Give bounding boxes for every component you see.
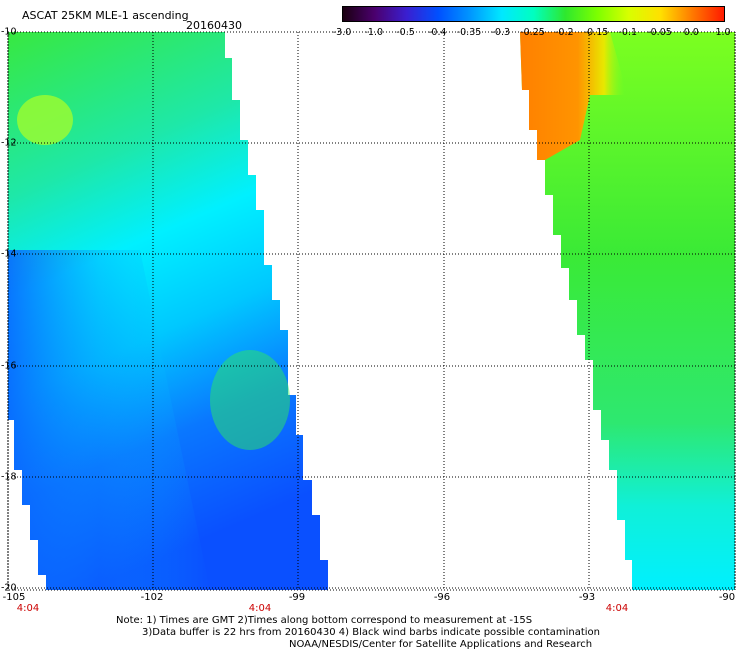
colorbar-tick-label: -3.0 [332,27,352,38]
colorbar-tick-label: -0.4 [427,27,447,38]
colorbar-tick-label: -0.3 [491,27,511,38]
colorbar-tick-label: -0.35 [456,27,482,38]
note-line-1: Note: 1) Times are GMT 2)Times along bot… [116,615,533,626]
pass-time-2: 4:04 [248,603,272,614]
lat-label-18: -18 [1,471,17,483]
east-swath [520,32,735,590]
lon-label-90: -90 [718,592,736,603]
lon-label-96: -96 [433,592,451,603]
colorbar-tick-label: -1.0 [364,27,384,38]
colorbar-tick-label: -0.5 [396,27,415,38]
lon-label-102: -102 [140,592,164,603]
lon-label-99: -99 [288,592,306,603]
orange-region [520,32,625,160]
note-line-3: NOAA/NESDIS/Center for Satellite Applica… [289,639,593,650]
colorbar-tick-label: 0.0 [683,27,699,38]
colorbar-tick-label: -0.25 [520,27,545,38]
light-green-patch [17,95,73,145]
lat-label-20: -20 [1,582,17,594]
note-line-2: 3)Data buffer is 22 hrs from 20160430 4)… [142,627,600,638]
colorbar-tick-label: -0.2 [554,27,574,38]
lat-label-16: -16 [1,360,17,372]
map-title: ASCAT 25KM MLE-1 ascending [22,9,189,22]
map-date: 20160430 [186,19,242,32]
lat-label-12: -12 [1,137,17,149]
pass-time-3: 4:04 [605,603,629,614]
pass-time-1: 4:04 [16,603,40,614]
lat-label-10: -10 [1,26,17,38]
colorbar-tick-label: -0.1 [618,27,638,38]
green-patch-east [210,350,290,450]
colorbar-tick-label: -0.15 [583,27,609,38]
west-swath-shade [8,250,210,590]
lon-label-105: -105 [2,592,26,603]
lat-label-14: -14 [1,248,17,260]
colorbar-tick-label: -0.05 [647,27,672,38]
map-frame [7,31,736,591]
lon-label-93: -93 [578,592,596,603]
color-bar [342,6,725,22]
colorbar-tick-label: 1.0 [715,27,731,38]
